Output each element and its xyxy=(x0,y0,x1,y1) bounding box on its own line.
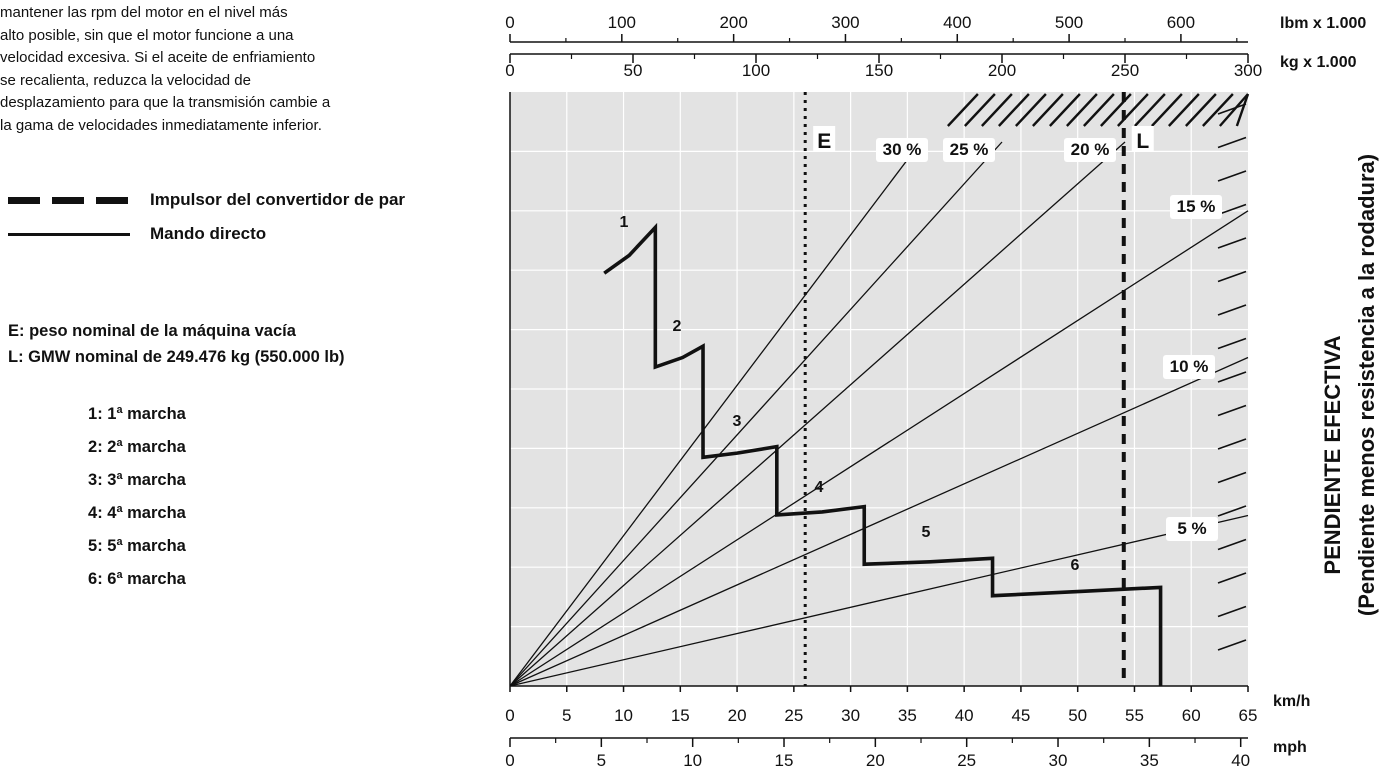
right-axis-title: PENDIENTE EFECTIVA xyxy=(1320,335,1345,574)
gear-label-4: 4 xyxy=(815,479,824,496)
lbm-tick-label: 200 xyxy=(719,13,747,32)
kmh-tick-label: 15 xyxy=(671,706,690,725)
lbm-tick-label: 100 xyxy=(608,13,636,32)
lbm-tick-label: 500 xyxy=(1055,13,1083,32)
mph-tick-label: 5 xyxy=(597,751,606,770)
kmh-tick-label: 20 xyxy=(728,706,747,725)
kmh-tick-label: 40 xyxy=(955,706,974,725)
gear-label-1: 1 xyxy=(620,214,629,231)
grade-label: 30 % xyxy=(883,140,922,159)
mph-tick-label: 0 xyxy=(505,751,514,770)
kg-tick-label: 300 xyxy=(1234,61,1262,80)
grade-label: 15 % xyxy=(1177,197,1216,216)
kg-tick-label: 100 xyxy=(742,61,770,80)
mph-tick-label: 30 xyxy=(1049,751,1068,770)
gear-label-5: 5 xyxy=(922,524,931,541)
gear-label-2: 2 xyxy=(673,318,682,335)
lbm-tick-label: 600 xyxy=(1167,13,1195,32)
kg-axis-label: kg x 1.000 xyxy=(1280,54,1357,71)
mph-tick-label: 10 xyxy=(683,751,702,770)
kg-tick-label: 200 xyxy=(988,61,1016,80)
kmh-tick-label: 50 xyxy=(1068,706,1087,725)
right-axis-subtitle: (Pendiente menos resistencia a la rodadu… xyxy=(1354,154,1379,616)
lbm-tick-label: 300 xyxy=(831,13,859,32)
lbm-tick-label: 400 xyxy=(943,13,971,32)
mph-tick-label: 20 xyxy=(866,751,885,770)
weight-marker-label-e: E xyxy=(817,130,831,153)
kmh-tick-label: 10 xyxy=(614,706,633,725)
kmh-tick-label: 25 xyxy=(784,706,803,725)
kmh-tick-label: 55 xyxy=(1125,706,1144,725)
kmh-tick-label: 35 xyxy=(898,706,917,725)
gear-label-6: 6 xyxy=(1071,557,1080,574)
mph-tick-label: 35 xyxy=(1140,751,1159,770)
kmh-tick-label: 5 xyxy=(562,706,571,725)
weight-marker-label-l: L xyxy=(1136,130,1149,153)
kmh-tick-label: 45 xyxy=(1011,706,1030,725)
kmh-tick-label: 0 xyxy=(505,706,514,725)
kg-tick-label: 0 xyxy=(505,61,514,80)
kg-tick-label: 50 xyxy=(624,61,643,80)
grade-label: 10 % xyxy=(1170,357,1209,376)
grade-label: 25 % xyxy=(950,140,989,159)
mph-tick-label: 40 xyxy=(1231,751,1250,770)
kg-tick-label: 150 xyxy=(865,61,893,80)
gear-label-3: 3 xyxy=(733,413,742,430)
lbm-tick-label: 0 xyxy=(505,13,514,32)
mph-tick-label: 25 xyxy=(957,751,976,770)
kmh-tick-label: 60 xyxy=(1182,706,1201,725)
lbm-axis-label: lbm x 1.000 xyxy=(1280,15,1366,32)
mph-tick-label: 15 xyxy=(775,751,794,770)
mph-axis-label: mph xyxy=(1273,739,1307,756)
kg-tick-label: 250 xyxy=(1111,61,1139,80)
grade-label: 20 % xyxy=(1071,140,1110,159)
kmh-tick-label: 30 xyxy=(841,706,860,725)
kmh-axis-label: km/h xyxy=(1273,693,1310,710)
grade-label: 5 % xyxy=(1177,519,1206,538)
kmh-tick-label: 65 xyxy=(1239,706,1258,725)
